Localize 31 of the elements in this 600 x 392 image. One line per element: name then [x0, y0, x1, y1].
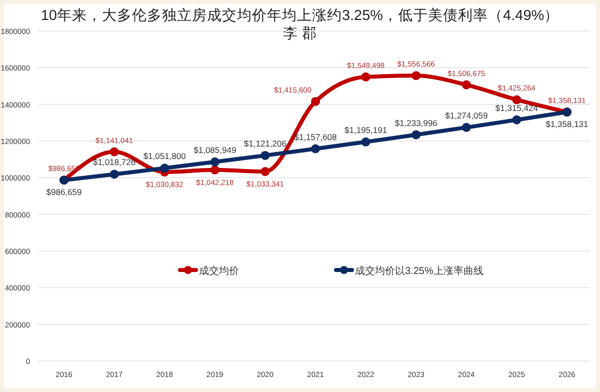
point [361, 137, 370, 146]
data-label: $986,659 [46, 187, 82, 198]
data-label: $1,233,996 [394, 118, 438, 128]
point [512, 115, 522, 124]
point [311, 96, 320, 106]
point [260, 167, 270, 176]
data-label: $1,018,726 [93, 157, 136, 168]
point [412, 71, 421, 80]
point [462, 80, 471, 90]
point [260, 150, 270, 160]
point [462, 122, 471, 132]
point [311, 144, 320, 154]
data-label: $1,121,206 [244, 138, 287, 148]
chart-title: 10年来，大多伦多独立房成交均价年均上涨约3.25%，低于美债利率（4.49%） [40, 7, 560, 24]
point [210, 157, 220, 166]
point [361, 72, 370, 82]
legend-label: 成交均价以3.25%上涨率曲线 [355, 265, 484, 277]
data-label: $1,315,424 [495, 102, 538, 113]
point [110, 147, 119, 156]
data-label: $1,157,608 [294, 132, 338, 142]
point [512, 95, 522, 104]
point [110, 170, 119, 179]
data-label: $1,358,131 [546, 119, 589, 130]
data-label: $1,195,191 [344, 124, 388, 135]
point [210, 165, 220, 174]
legend-label: 成交均价 [199, 265, 239, 277]
point [160, 164, 170, 173]
point [412, 130, 421, 140]
data-label: $1,085,949 [194, 144, 236, 155]
data-label: $1,051,800 [143, 151, 186, 162]
data-label: $1,274,059 [445, 110, 488, 120]
